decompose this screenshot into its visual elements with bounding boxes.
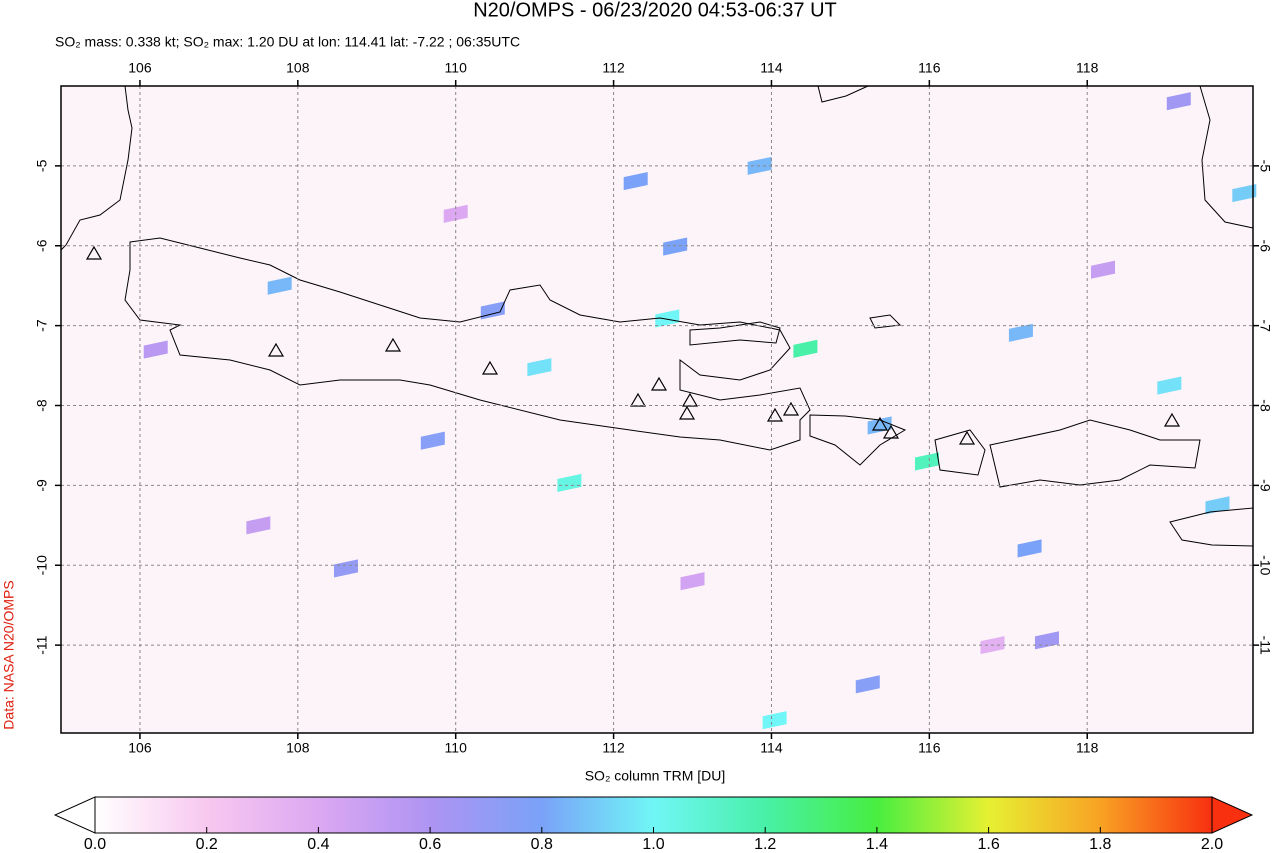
coastline — [689, 321, 781, 346]
x-tick-label: 118 — [1076, 60, 1099, 76]
x-tick-label: 106 — [128, 740, 152, 756]
y-tick-label: -9 — [1257, 479, 1272, 492]
coastlines — [60, 85, 1254, 547]
x-tick-label: 118 — [1076, 740, 1099, 756]
so2-pixel — [1091, 260, 1116, 279]
so2-pixel — [267, 276, 292, 295]
colorbar-under — [53, 796, 96, 834]
y-tick-label: -6 — [1257, 240, 1272, 253]
map-frame — [60, 85, 1254, 734]
so2-pixel — [1205, 496, 1230, 515]
colorbar-label: SO₂ column TRM [DU] — [585, 768, 726, 784]
so2-pixel — [1157, 376, 1182, 395]
so2-pixel — [333, 559, 358, 578]
y-tick-label: -9 — [34, 479, 50, 492]
so2-pixel — [1166, 92, 1191, 111]
colorbar-tick-label: 0.4 — [307, 836, 329, 853]
y-tick-label: -11 — [1257, 636, 1272, 655]
y-tick-label: -10 — [34, 555, 50, 575]
colorbar-tick-label: 1.2 — [754, 836, 776, 853]
x-tick-label: 110 — [445, 60, 468, 76]
so2-pixel — [557, 473, 582, 493]
so2-pixel — [1232, 183, 1257, 203]
so2-pixel — [793, 339, 818, 358]
x-tick-label: 112 — [602, 740, 625, 756]
credit: Data: NASA N20/OMPS — [1, 580, 17, 729]
so2-pixel — [914, 452, 939, 471]
y-tick-label: -6 — [34, 239, 50, 252]
colorbar-tick-label: 1.0 — [642, 836, 664, 853]
x-tick-label: 116 — [918, 60, 941, 76]
so2-pixel — [1008, 323, 1033, 342]
x-tick-label: 108 — [286, 740, 310, 756]
x-tick-label: 106 — [128, 60, 152, 76]
map-area — [60, 85, 1257, 734]
colorbar-tick-label: 1.4 — [866, 836, 888, 853]
colorbar-tick-label: 0.2 — [196, 836, 218, 853]
colorbar-tick-label: 1.6 — [977, 836, 999, 853]
so2-pixel — [655, 309, 680, 328]
coastline — [809, 414, 907, 466]
colorbar-tick-label: 0.6 — [419, 836, 441, 853]
so2-pixel — [623, 172, 648, 191]
so2-pixel — [143, 340, 168, 359]
coastline — [989, 419, 1201, 488]
y-tick-label: -5 — [1257, 160, 1272, 173]
y-tick-label: -7 — [1257, 319, 1272, 332]
colorbar-tick-label: 0.0 — [84, 836, 106, 853]
x-tick-label: 110 — [445, 740, 468, 756]
x-tick-label: 114 — [760, 60, 783, 76]
map-background — [61, 86, 1253, 733]
x-tick-label: 116 — [918, 740, 941, 756]
colorbar-tick-label: 1.8 — [1089, 836, 1111, 853]
title: N20/OMPS - 06/23/2020 04:53-06:37 UT — [473, 0, 837, 21]
so2-pixel — [855, 675, 880, 694]
pixels — [143, 92, 1257, 730]
coastline — [817, 85, 869, 103]
coastline — [934, 429, 986, 476]
subtitle: SO₂ mass: 0.338 kt; SO₂ max: 1.20 DU at … — [55, 34, 520, 50]
so2-pixel — [527, 358, 552, 377]
coastline — [60, 85, 133, 251]
colorbar-tick-label: 2.0 — [1201, 836, 1223, 853]
colorbar-over — [1211, 796, 1254, 834]
x-tick-label: 108 — [286, 60, 310, 76]
coastline — [124, 237, 811, 451]
coastline — [869, 314, 902, 329]
x-tick-label: 114 — [760, 740, 783, 756]
y-tick-label: -10 — [1257, 555, 1272, 575]
coastline — [1199, 85, 1254, 229]
so2-pixel — [246, 516, 271, 535]
colorbar-tick-label: 0.8 — [531, 836, 553, 853]
x-tick-label: 112 — [602, 60, 625, 76]
y-tick-label: -7 — [34, 319, 50, 332]
so2-pixel — [762, 711, 787, 730]
y-tick-label: -5 — [34, 159, 50, 172]
so2-pixel — [420, 431, 445, 450]
so2-pixel — [1017, 539, 1042, 558]
y-tick-label: -11 — [34, 635, 50, 654]
y-tick-label: -8 — [1257, 399, 1272, 412]
y-tick-label: -8 — [34, 399, 50, 412]
so2-pixel — [663, 237, 688, 256]
so2-pixel — [680, 572, 705, 591]
